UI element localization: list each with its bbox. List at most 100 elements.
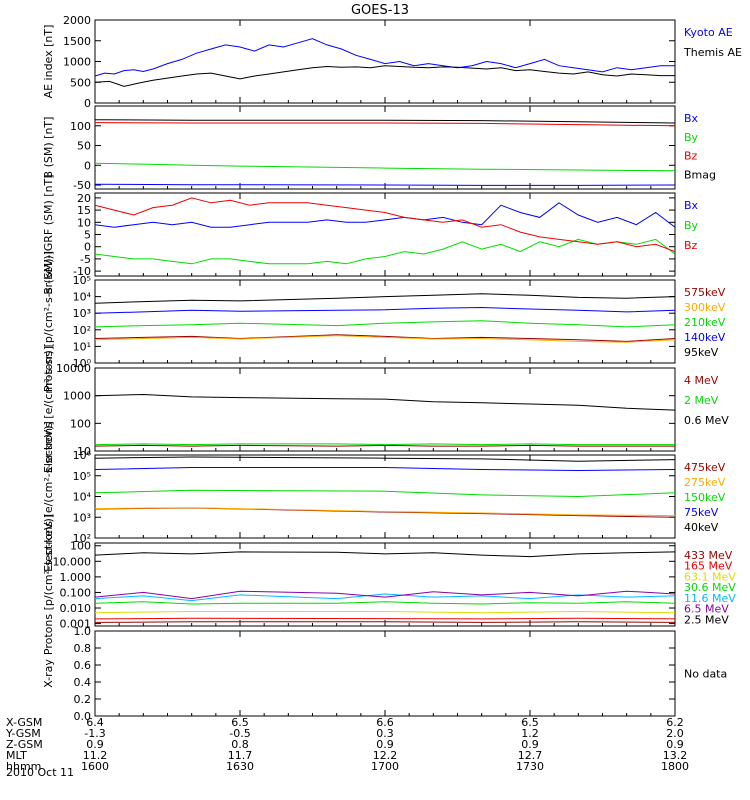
y-tick-label: 0.010 bbox=[60, 602, 92, 615]
legend-by: By bbox=[684, 219, 699, 232]
footer-value: 6.4 bbox=[86, 716, 104, 729]
series-line-2-5-mev bbox=[95, 551, 675, 558]
series-line-4-mev bbox=[95, 444, 675, 447]
footer-value: 1700 bbox=[371, 760, 399, 773]
series-line-475kev bbox=[95, 507, 675, 518]
y-tick-label: 10⁰ bbox=[73, 357, 92, 370]
panel-4: 10⁰ 10¹ 10² 10³ 10⁴ 10⁵ Protons [p/(cm²-s-sr-k… bbox=[42, 251, 726, 392]
series-line-2-mev bbox=[95, 443, 675, 446]
y-tick-label: 100 bbox=[70, 417, 91, 430]
y-tick-label: 1500 bbox=[63, 35, 91, 48]
legend-275kev: 275keV bbox=[684, 476, 726, 489]
y-tick-label: 0.100 bbox=[60, 586, 92, 599]
legend-bx: Bx bbox=[684, 112, 699, 125]
legend-300kev: 300keV bbox=[684, 301, 726, 314]
footer-value: 12.2 bbox=[373, 749, 398, 762]
footer-row-label: MLT bbox=[6, 749, 27, 762]
y-axis-label: B (SM)-IGRF (SM) [nT] bbox=[42, 174, 55, 294]
y-tick-label: 10² bbox=[73, 532, 91, 545]
footer-value: 6.2 bbox=[666, 716, 684, 729]
legend-11-6-mev: 11.6 MeV bbox=[684, 592, 736, 605]
footer-value: 0.9 bbox=[86, 738, 104, 751]
y-tick-label: 0.8 bbox=[74, 642, 92, 655]
series-line-150kev bbox=[95, 489, 675, 498]
y-axis-label: AE index [nT] bbox=[42, 25, 55, 99]
series-line-40kev bbox=[95, 456, 675, 462]
y-tick-label: 10² bbox=[73, 324, 91, 337]
panel-2: -50 0 50 100 B (SM) [nT] Bx By Bz Bmag bbox=[42, 105, 716, 192]
legend-30-6-mev: 30.6 MeV bbox=[684, 581, 736, 594]
legend-by: By bbox=[684, 131, 699, 144]
y-tick-label: 10 bbox=[77, 216, 91, 229]
panel-frame bbox=[94, 192, 676, 277]
y-tick-label: 10³ bbox=[73, 307, 91, 320]
legend-themis-ae: Themis AE bbox=[683, 46, 742, 59]
plot-title: GOES-13 bbox=[351, 3, 409, 18]
footer-value: 1730 bbox=[516, 760, 544, 773]
y-tick-label: -50 bbox=[73, 179, 91, 192]
footer-value: 0.8 bbox=[231, 738, 249, 751]
series-line-300kev bbox=[95, 335, 675, 343]
series-line-kyoto-ae bbox=[95, 38, 675, 77]
y-axis-label: Electrons [e/(cm²-s-sr-keV)] bbox=[42, 421, 55, 572]
y-tick-label: 15 bbox=[77, 204, 91, 217]
footer-value: -1.3 bbox=[84, 727, 105, 740]
footer-value: 0.3 bbox=[376, 727, 394, 740]
y-tick-label: 0.2 bbox=[74, 693, 92, 706]
series-line-95kev bbox=[95, 293, 675, 304]
panel-7: 0.001 0.010 0.100 1.000 10.000 100 Protons [p/… bbox=[42, 514, 736, 655]
legend-bmag: Bmag bbox=[684, 168, 716, 181]
legend-475kev: 475keV bbox=[684, 461, 726, 474]
panel-frame bbox=[94, 105, 676, 190]
series-line-bx bbox=[95, 183, 675, 186]
legend-140kev: 140keV bbox=[684, 331, 726, 344]
legend-433-mev: 433 MeV bbox=[684, 549, 733, 562]
panel-frame bbox=[94, 542, 676, 627]
y-axis-label: Protons [p/(cm²-s-sr-keV)] bbox=[42, 514, 55, 655]
series-line-75kev bbox=[95, 467, 675, 472]
legend-kyoto-ae: Kyoto AE bbox=[684, 26, 733, 39]
y-axis-label: Electrons [e/(cm²-s-sr)] bbox=[42, 346, 55, 473]
y-tick-label: 10¹ bbox=[73, 340, 91, 353]
y-tick-label: 2000 bbox=[63, 14, 91, 27]
y-tick-label: 1000 bbox=[63, 390, 91, 403]
y-tick-label: 5 bbox=[84, 229, 91, 242]
y-tick-label: 1000 bbox=[63, 56, 91, 69]
panel-frame bbox=[94, 630, 676, 717]
y-tick-label: 100 bbox=[70, 540, 91, 553]
series-line-by bbox=[95, 238, 675, 265]
date-label: 2010 Oct 11 bbox=[6, 766, 74, 779]
y-tick-label: 100 bbox=[70, 120, 91, 133]
series-line-140kev bbox=[95, 306, 675, 314]
y-tick-label: 10⁶ bbox=[73, 449, 92, 462]
legend-63-1-mev: 63.1 MeV bbox=[684, 570, 736, 583]
series-line-575kev bbox=[95, 334, 675, 342]
series-line-bx bbox=[95, 202, 675, 228]
footer-value: 1600 bbox=[81, 760, 109, 773]
y-tick-label: 1.000 bbox=[60, 571, 92, 584]
footer-value: 2.0 bbox=[666, 727, 684, 740]
y-tick-label: 0.001 bbox=[60, 618, 92, 631]
legend-bz: Bz bbox=[684, 239, 698, 252]
y-tick-label: 10 bbox=[77, 445, 91, 458]
y-axis-label: X-ray bbox=[42, 659, 55, 688]
series-line-275kev bbox=[95, 507, 675, 517]
series-line-themis-ae bbox=[95, 65, 675, 87]
panel-1: 0 500 1000 1500 2000 AE index [nT] Kyoto AE The… bbox=[42, 14, 742, 110]
footer-value: 11.2 bbox=[83, 749, 108, 762]
y-tick-label: 10.000 bbox=[53, 555, 92, 568]
footer-value: 0.9 bbox=[521, 738, 539, 751]
footer-value: 6.5 bbox=[231, 716, 249, 729]
y-tick-label: -10 bbox=[73, 265, 91, 278]
y-tick-label: 0 bbox=[84, 159, 91, 172]
series-line-63-1-mev bbox=[95, 610, 675, 614]
series-line-0-6-mev bbox=[95, 393, 675, 411]
y-tick-label: 10⁵ bbox=[73, 470, 91, 483]
footer-value: 0.9 bbox=[376, 738, 394, 751]
y-tick-label: 500 bbox=[70, 76, 91, 89]
footer-value: 6.5 bbox=[521, 716, 539, 729]
footer-row-label: Y-GSM bbox=[5, 727, 41, 740]
legend-2-5-mev: 2.5 MeV bbox=[684, 613, 729, 626]
